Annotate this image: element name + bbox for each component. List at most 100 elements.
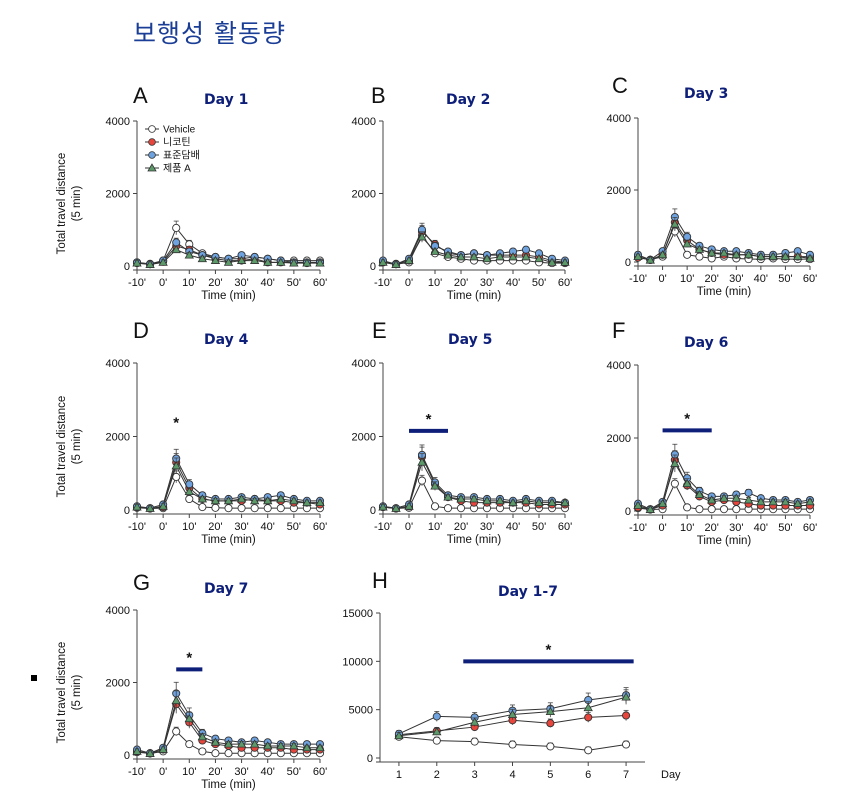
legend-marker-vehicle — [148, 125, 156, 133]
panel-a: A Day 1 0 2000 4000 -10' 0' 10' 20' 30' 40' 50' 60' T… — [56, 83, 327, 302]
y-tick-label: 4000 — [106, 605, 130, 617]
data-point-product-a — [545, 706, 556, 715]
x-tick-label: 50' — [532, 521, 546, 533]
data-point-nicotine — [622, 711, 631, 720]
data-point-product-a — [469, 252, 479, 261]
data-point-vehicle — [250, 504, 259, 513]
data-point-vehicle — [622, 740, 631, 749]
x-axis-title-f: Time (min) — [697, 535, 752, 547]
x-axis-title-h: Day — [661, 769, 681, 781]
panel-letter-g: G — [133, 570, 150, 595]
data-point-vehicle — [198, 747, 207, 756]
data-point-product-a — [633, 251, 643, 261]
data-point-product-a — [682, 478, 692, 488]
panel-title-g: Day 7 — [204, 581, 248, 597]
data-point-product-a — [645, 504, 655, 513]
x-tick-label: 20' — [454, 521, 468, 533]
data-point-product-a — [289, 496, 299, 505]
data-point-vehicle — [470, 737, 479, 746]
y-tick-label: 5000 — [349, 705, 373, 717]
data-point-product-a — [670, 219, 680, 228]
x-tick-label: 20' — [454, 277, 468, 289]
y-tick-label: 0 — [625, 257, 631, 269]
data-point-product-a — [768, 497, 778, 506]
data-point-product-a — [223, 257, 234, 266]
data-point-product-a — [417, 232, 427, 241]
significance-star: * — [186, 649, 192, 666]
data-point-product-a — [694, 489, 705, 498]
data-point-vehicle — [546, 742, 555, 751]
data-point-product-a — [145, 503, 155, 512]
data-point-product-a — [547, 257, 557, 266]
significance-star: * — [546, 641, 552, 658]
x-tick-label: 30' — [234, 766, 248, 778]
x-tick-label: 5 — [547, 769, 553, 781]
x-tick-label: 60' — [313, 277, 327, 289]
y-tick-label: 2000 — [106, 189, 130, 201]
legend-marker-standard-cigarette — [148, 151, 156, 159]
y-tick-label: 2000 — [607, 433, 631, 445]
data-point-vehicle — [584, 746, 593, 755]
x-tick-label: 50' — [287, 766, 301, 778]
x-tick-label: -10' — [629, 273, 647, 285]
data-point-vehicle — [263, 504, 272, 513]
x-tick-label: -10' — [128, 277, 146, 289]
panel-e: E Day 5 0 2000 4000 -10' 0' 10' 20' 30' 40' 50' 60' T… — [352, 318, 573, 546]
x-tick-label: 30' — [480, 277, 494, 289]
x-tick-label: 0' — [159, 521, 167, 533]
y-tick-label: 2000 — [607, 185, 631, 197]
y-tick-label: 0 — [124, 750, 130, 762]
data-point-product-a — [145, 748, 155, 757]
data-point-vehicle — [432, 736, 441, 745]
x-tick-label: -10' — [128, 766, 146, 778]
x-tick-label: 4 — [509, 769, 515, 781]
data-point-product-a — [132, 502, 142, 511]
y-tick-label: 4000 — [352, 116, 376, 128]
y-tick-label: 0 — [625, 506, 631, 518]
x-tick-label: 50' — [778, 522, 792, 534]
data-point-vehicle — [732, 505, 741, 514]
data-point-product-a — [768, 251, 778, 261]
data-point-product-a — [391, 259, 401, 268]
data-point-product-a — [534, 497, 544, 507]
panel-title-a: Day 1 — [204, 92, 248, 108]
x-tick-label: 20' — [705, 273, 719, 285]
data-point-product-a — [289, 741, 299, 750]
data-point-product-a — [249, 255, 260, 264]
legend-marker-product-a — [147, 163, 157, 172]
x-tick-label: 30' — [729, 273, 743, 285]
y-tick-label: 4000 — [106, 116, 130, 128]
data-point-product-a — [793, 498, 803, 508]
x-tick-label: -10' — [629, 522, 647, 534]
data-point-vehicle — [172, 223, 181, 232]
panel-title-d: Day 4 — [204, 332, 249, 348]
x-tick-label: 40' — [754, 522, 768, 534]
data-point-product-a — [210, 496, 221, 505]
data-point-product-a — [780, 497, 791, 506]
data-point-product-a — [184, 250, 194, 259]
data-point-vehicle — [719, 505, 729, 514]
data-point-vehicle — [211, 503, 220, 512]
x-tick-label: 3 — [472, 769, 478, 781]
data-point-product-a — [707, 248, 717, 257]
y-tick-label: 0 — [370, 505, 376, 517]
data-point-product-a — [495, 496, 505, 505]
x-axis-title-e: Time (min) — [447, 534, 502, 546]
panel-letter-a: A — [133, 83, 148, 108]
data-point-product-a — [756, 497, 766, 506]
x-tick-label: 0' — [658, 522, 666, 534]
x-tick-label: 60' — [803, 273, 817, 285]
x-tick-label: 7 — [623, 769, 629, 781]
x-axis-title-g: Time (min) — [201, 779, 256, 791]
panel-h: H Day 1-7 0 5000 10000 15000 1 2 3 4 5 6 7 Day * — [342, 568, 681, 781]
data-point-product-a — [719, 493, 729, 502]
data-point-product-a — [171, 244, 181, 254]
data-point-vehicle — [683, 250, 692, 259]
data-point-product-a — [302, 497, 312, 507]
y-tick-label: 4000 — [607, 360, 631, 372]
data-point-product-a — [547, 497, 557, 507]
x-tick-label: 20' — [208, 521, 222, 533]
x-tick-label: 0' — [658, 273, 666, 285]
x-tick-label: 60' — [558, 521, 572, 533]
